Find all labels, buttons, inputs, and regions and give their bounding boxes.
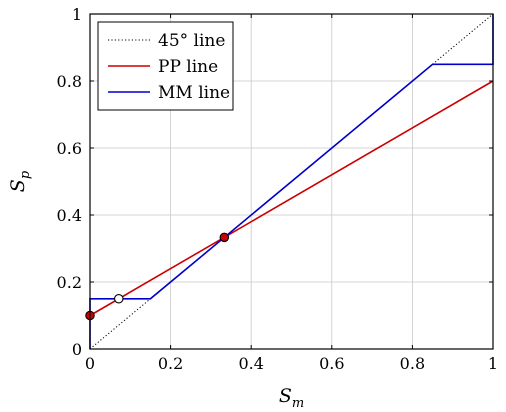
y-tick-label: 0 <box>72 340 82 359</box>
legend-label: 45° line <box>158 31 225 51</box>
x-axis-label: Sm <box>279 385 304 411</box>
legend-label: PP line <box>158 57 218 77</box>
legend-label: MM line <box>158 83 230 103</box>
y-axis-label: Sp <box>7 170 33 192</box>
x-tick-label: 0.6 <box>319 354 344 373</box>
x-tick-label: 1 <box>488 354 498 373</box>
plot-frame <box>89 13 494 350</box>
data-point-marker <box>219 232 230 243</box>
data-point-marker <box>114 293 124 304</box>
x-tick-label: 0 <box>85 354 95 373</box>
series-line-1 <box>89 80 494 317</box>
legend: 45° line PP line MM line <box>97 21 234 111</box>
y-tick-label: 0.2 <box>57 273 82 292</box>
y-tick-label: 0.6 <box>57 139 82 158</box>
x-tick-label: 0.2 <box>158 354 183 373</box>
x-tick-label: 0.8 <box>400 354 425 373</box>
y-tick-label: 0.8 <box>57 72 82 91</box>
ticks: 0 0.2 0.4 0.6 0.8 1 0 0.2 0.4 0.6 0.8 1 <box>57 5 499 373</box>
markers <box>85 232 230 321</box>
x-tick-label: 0.4 <box>238 354 263 373</box>
y-tick-label: 0.4 <box>57 206 82 225</box>
y-tick-label: 1 <box>72 5 82 24</box>
